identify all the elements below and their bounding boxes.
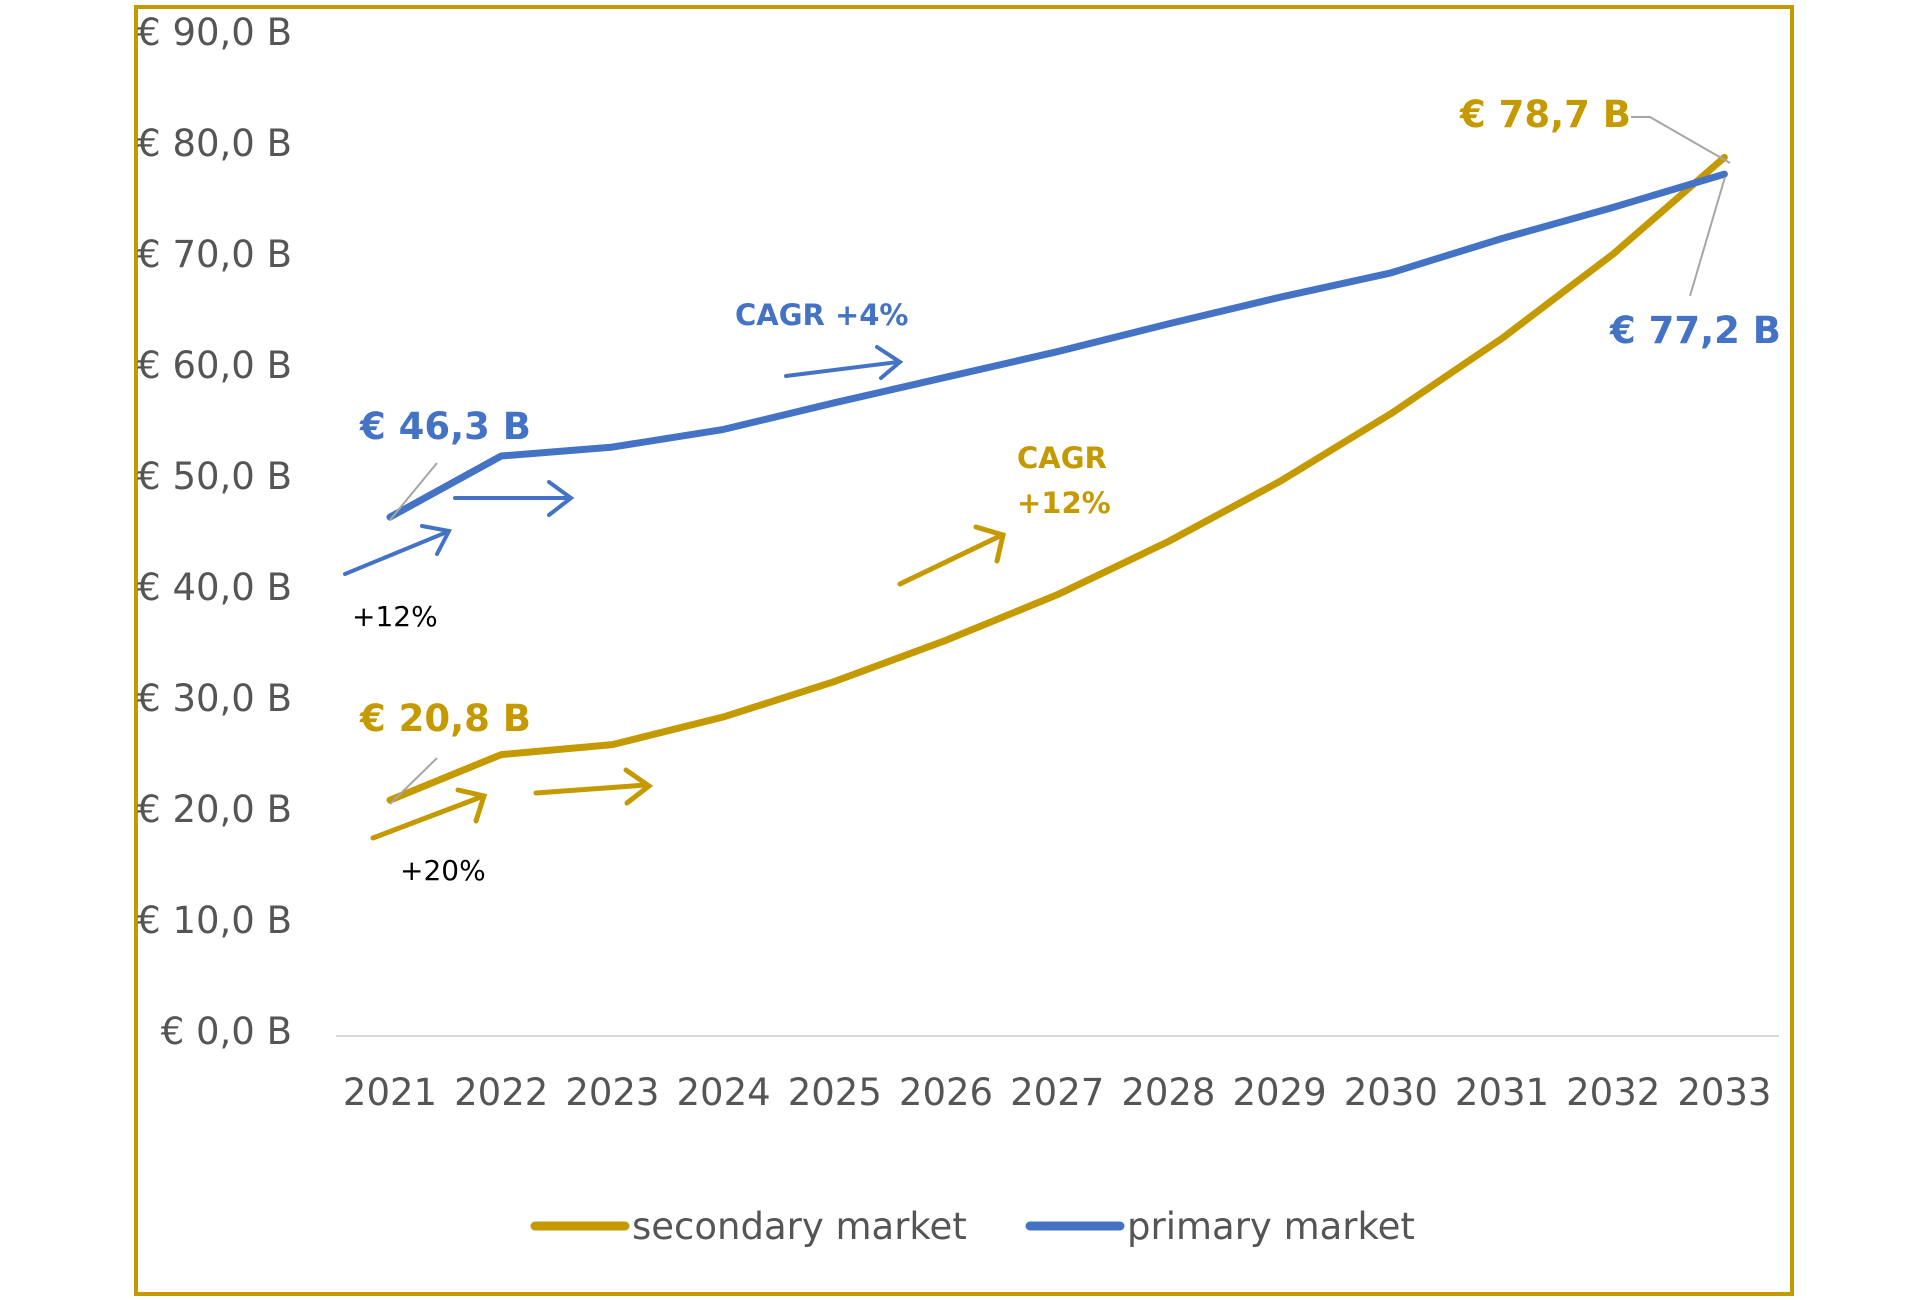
primary-arrow-1 [343, 530, 449, 576]
primary-growth-arrows [343, 345, 904, 576]
pointer-primary-end [1689, 176, 1726, 297]
secondary-arrow-cagr [897, 533, 1003, 587]
y-tick-label: € 30,0 B [137, 677, 292, 720]
secondary-growth-arrows [370, 524, 1006, 841]
label-pointers [389, 116, 1731, 805]
secondary-arrow-2 [533, 782, 649, 796]
x-tick-label: 2031 [1455, 1071, 1549, 1114]
secondary-cagr-label-2: +12% [1017, 486, 1111, 520]
primary-arrow-cagr-head [875, 345, 904, 380]
legend-label: primary market [1127, 1205, 1415, 1248]
primary-growth-label: +12% [352, 600, 438, 633]
primary-start-label: € 46,3 B [359, 405, 531, 448]
y-tick-label: € 90,0 B [137, 11, 292, 54]
x-tick-label: 2027 [1010, 1071, 1104, 1114]
secondary-arrow-1 [370, 794, 484, 841]
x-tick-label: 2025 [788, 1071, 882, 1114]
primary-arrow-2-head [547, 480, 575, 517]
pointer-secondary-start [389, 757, 438, 805]
primary-arrow-1-head [420, 524, 453, 556]
y-tick-label: € 10,0 B [137, 899, 292, 942]
y-axis-ticks: € 0,0 B € 10,0 B € 20,0 B € 30,0 B € 40,0 B €… [137, 11, 292, 1053]
secondary-growth-label: +20% [400, 854, 486, 887]
x-tick-label: 2030 [1344, 1071, 1438, 1114]
x-tick-label: 2026 [899, 1071, 993, 1114]
x-tick-label: 2028 [1121, 1071, 1215, 1114]
secondary-arrow-1-head [455, 787, 488, 824]
secondary-start-label: € 20,8 B [359, 697, 531, 740]
x-tick-label: 2023 [565, 1071, 659, 1114]
x-tick-label: 2024 [677, 1071, 771, 1114]
x-tick-label: 2029 [1233, 1071, 1327, 1114]
x-axis-ticks: 2021 2022 2023 2024 2025 2026 2027 2028 2029 2030… [343, 1071, 1772, 1114]
x-tick-label: 2032 [1566, 1071, 1660, 1114]
primary-arrow-cagr [784, 360, 900, 378]
y-tick-label: € 40,0 B [137, 566, 292, 609]
secondary-cagr-label-1: CAGR [1017, 441, 1107, 475]
legend: secondary market primary market [530, 1205, 1415, 1248]
series-line-secondary-market [386, 153, 1728, 804]
series-line-primary-market [386, 170, 1728, 521]
primary-cagr-label: CAGR +4% [735, 298, 909, 332]
chart-frame [134, 5, 1794, 1296]
y-tick-label: € 80,0 B [137, 122, 292, 165]
x-tick-label: 2033 [1677, 1071, 1771, 1114]
legend-label: secondary market [632, 1205, 967, 1248]
x-tick-label: 2021 [343, 1071, 437, 1114]
secondary-arrow-2-head [623, 767, 654, 806]
secondary-arrow-cagr-head [973, 524, 1006, 564]
primary-end-label: € 77,2 B [1609, 309, 1781, 352]
y-tick-label: € 20,0 B [137, 788, 292, 831]
y-tick-label: € 50,0 B [137, 455, 292, 498]
pointer-secondary-end [1631, 116, 1731, 164]
y-tick-label: € 60,0 B [137, 344, 292, 387]
pointer-primary-start [389, 462, 438, 521]
y-tick-label: € 0,0 B [161, 1010, 292, 1053]
series-lines [386, 153, 1728, 804]
secondary-end-label: € 78,7 B [1459, 93, 1631, 136]
x-tick-label: 2022 [454, 1071, 548, 1114]
y-tick-label: € 70,0 B [137, 233, 292, 276]
